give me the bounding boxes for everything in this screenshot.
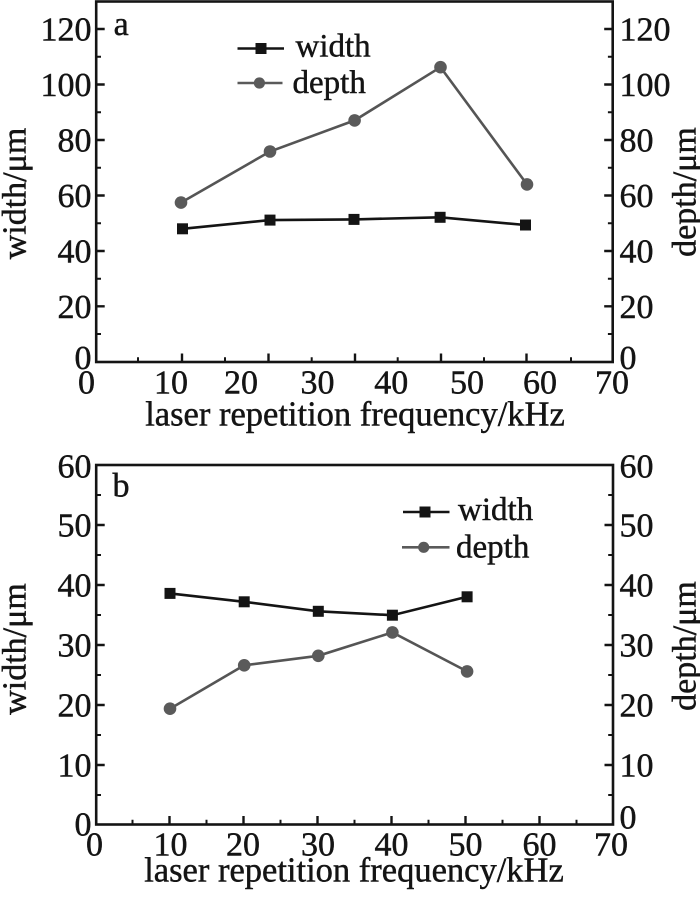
svg-text:80: 80 — [58, 123, 92, 160]
svg-text:30: 30 — [58, 628, 92, 665]
svg-text:laser repetition frequency/kHz: laser repetition frequency/kHz — [144, 852, 564, 890]
svg-text:width: width — [296, 29, 372, 65]
svg-text:120: 120 — [620, 12, 671, 49]
svg-text:width/μm: width/μm — [0, 583, 34, 715]
svg-text:20: 20 — [58, 289, 92, 326]
svg-text:120: 120 — [41, 12, 92, 49]
svg-text:laser repetition frequency/kHz: laser repetition frequency/kHz — [145, 396, 565, 434]
svg-text:60: 60 — [58, 178, 92, 215]
svg-text:depth: depth — [456, 530, 530, 566]
svg-text:depth/μm: depth/μm — [667, 581, 700, 711]
svg-text:60: 60 — [620, 178, 654, 215]
svg-text:80: 80 — [620, 123, 654, 160]
svg-text:100: 100 — [41, 67, 92, 104]
svg-text:70: 70 — [595, 365, 629, 402]
svg-text:40: 40 — [58, 234, 92, 271]
svg-text:20: 20 — [58, 688, 92, 725]
svg-text:10: 10 — [58, 748, 92, 785]
svg-text:50: 50 — [620, 508, 654, 545]
svg-text:20: 20 — [620, 688, 654, 725]
svg-text:width/μm: width/μm — [0, 128, 34, 260]
svg-text:60: 60 — [620, 449, 654, 486]
svg-text:b: b — [113, 468, 130, 505]
svg-text:40: 40 — [620, 568, 654, 605]
svg-text:100: 100 — [620, 67, 671, 104]
svg-text:10: 10 — [620, 748, 654, 785]
svg-text:70: 70 — [594, 827, 628, 864]
svg-text:30: 30 — [620, 628, 654, 665]
svg-text:depth: depth — [293, 65, 367, 101]
svg-text:40: 40 — [620, 234, 654, 271]
svg-text:40: 40 — [58, 568, 92, 605]
svg-text:60: 60 — [58, 449, 92, 486]
svg-text:20: 20 — [620, 289, 654, 326]
svg-text:a: a — [114, 6, 129, 43]
svg-text:0: 0 — [86, 827, 103, 864]
svg-text:width: width — [458, 492, 534, 528]
svg-text:depth/μm: depth/μm — [667, 127, 700, 257]
svg-text:0: 0 — [78, 365, 95, 402]
svg-text:50: 50 — [58, 508, 92, 545]
